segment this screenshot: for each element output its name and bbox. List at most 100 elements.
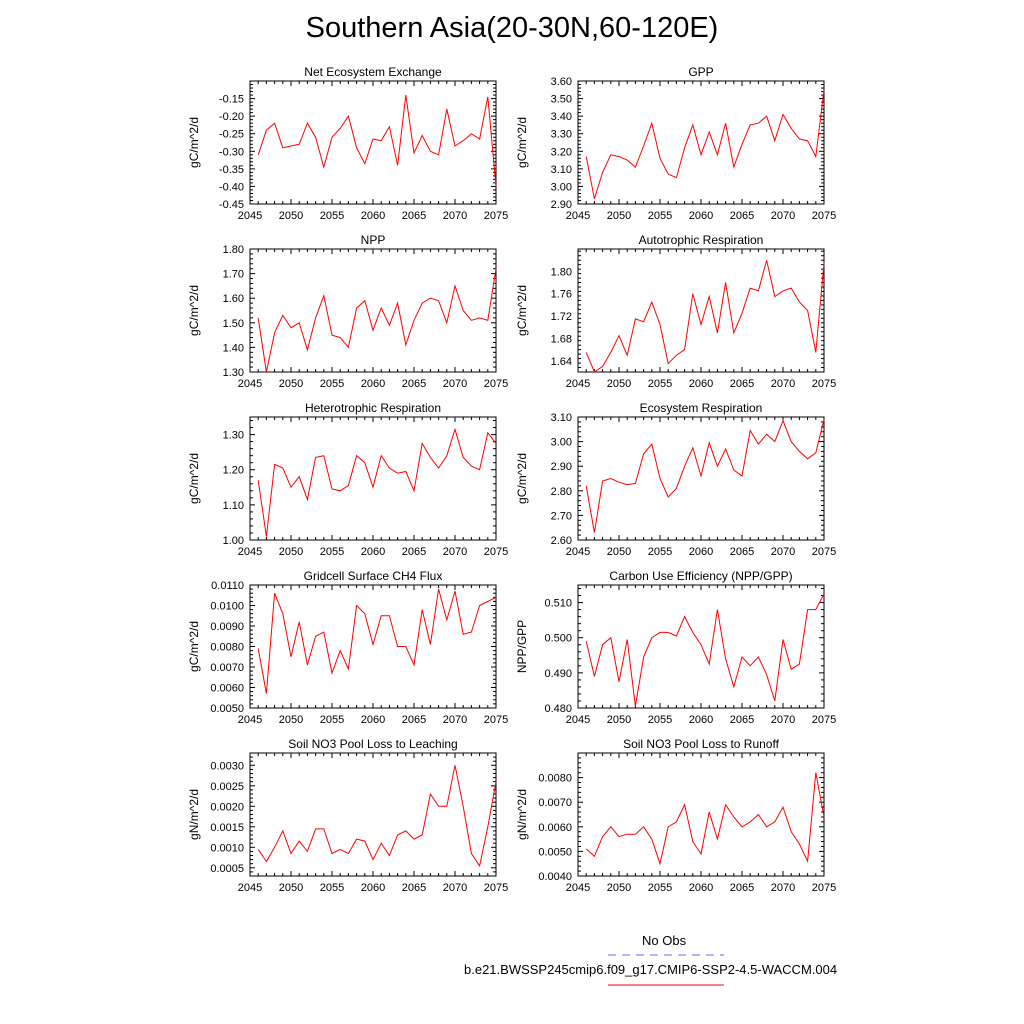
y-axis-label: gC/m^2/d bbox=[515, 285, 529, 336]
x-tick-label: 2055 bbox=[648, 546, 672, 558]
x-tick-label: 2060 bbox=[361, 714, 385, 726]
y-tick-label: 2.60 bbox=[551, 535, 572, 547]
y-tick-label: 3.50 bbox=[551, 94, 572, 106]
x-tick-label: 2055 bbox=[648, 378, 672, 390]
x-tick-label: 2055 bbox=[648, 210, 672, 222]
panel-title: Autotrophic Respiration bbox=[639, 233, 764, 247]
x-tick-label: 2050 bbox=[607, 378, 631, 390]
legend-obs-label: No Obs bbox=[642, 933, 687, 948]
y-tick-label: 0.0050 bbox=[538, 846, 572, 858]
x-tick-label: 2070 bbox=[771, 882, 795, 894]
x-tick-label: 2060 bbox=[361, 882, 385, 894]
y-tick-label: -0.30 bbox=[219, 146, 244, 158]
series-line bbox=[257, 588, 497, 694]
x-tick-label: 2050 bbox=[607, 210, 631, 222]
x-tick-label: 2050 bbox=[607, 546, 631, 558]
y-tick-label: 1.70 bbox=[223, 269, 244, 281]
y-tick-label: 0.0070 bbox=[538, 797, 572, 809]
x-tick-label: 2075 bbox=[812, 378, 836, 390]
series-line bbox=[585, 89, 825, 199]
plot-frame bbox=[577, 752, 825, 877]
y-tick-label: 0.510 bbox=[544, 598, 572, 610]
series-line bbox=[585, 593, 825, 707]
plot-frame bbox=[249, 584, 497, 709]
page-title: Southern Asia(20-30N,60-120E) bbox=[305, 12, 719, 44]
x-tick-label: 2050 bbox=[279, 546, 303, 558]
y-axis-label: gC/m^2/d bbox=[187, 621, 201, 672]
y-tick-label: 1.64 bbox=[551, 356, 572, 368]
y-axis-label: gC/m^2/d bbox=[515, 117, 529, 168]
series-line bbox=[585, 772, 825, 866]
x-tick-label: 2070 bbox=[443, 882, 467, 894]
y-tick-label: 0.0060 bbox=[538, 822, 572, 834]
y-tick-label: 0.0070 bbox=[210, 662, 244, 674]
x-tick-label: 2065 bbox=[730, 882, 754, 894]
y-tick-label: 0.0090 bbox=[210, 621, 244, 633]
x-tick-label: 2050 bbox=[279, 210, 303, 222]
x-tick-label: 2055 bbox=[648, 714, 672, 726]
panel-title: Ecosystem Respiration bbox=[640, 401, 763, 415]
y-tick-label: 0.0005 bbox=[210, 863, 244, 875]
series-line bbox=[257, 427, 497, 537]
y-tick-label: 0.480 bbox=[544, 703, 572, 715]
y-axis-label: NPP/GPP bbox=[515, 620, 529, 673]
x-tick-label: 2070 bbox=[771, 546, 795, 558]
panel-title: NPP bbox=[361, 233, 386, 247]
chart-panel: Carbon Use Efficiency (NPP/GPP) NPP/GPP 20… bbox=[515, 569, 836, 726]
y-axis-label: gC/m^2/d bbox=[187, 453, 201, 504]
y-tick-label: 0.0040 bbox=[538, 871, 572, 883]
x-tick-label: 2075 bbox=[484, 210, 508, 222]
panel-title: Gridcell Surface CH4 Flux bbox=[304, 569, 443, 583]
chart-panel: Net Ecosystem Exchange gC/m^2/d 2045 2050 20… bbox=[187, 65, 508, 222]
x-tick-label: 2055 bbox=[320, 378, 344, 390]
y-tick-label: 1.30 bbox=[223, 367, 244, 379]
y-tick-label: 1.80 bbox=[551, 266, 572, 278]
y-tick-label: 3.40 bbox=[551, 111, 572, 123]
x-tick-label: 2075 bbox=[812, 882, 836, 894]
x-tick-label: 2070 bbox=[771, 210, 795, 222]
x-tick-label: 2055 bbox=[320, 882, 344, 894]
y-tick-label: -0.15 bbox=[219, 94, 244, 106]
series-line bbox=[257, 95, 497, 187]
plot-frame bbox=[577, 416, 825, 541]
x-tick-label: 2050 bbox=[607, 714, 631, 726]
chart-panel: NPP gC/m^2/d 2045 2050 2055 2060 2065 2070 2075 1… bbox=[187, 233, 508, 390]
x-tick-label: 2045 bbox=[238, 210, 262, 222]
y-tick-label: 0.0080 bbox=[210, 642, 244, 654]
y-tick-label: 3.10 bbox=[551, 164, 572, 176]
y-tick-label: 3.20 bbox=[551, 146, 572, 158]
x-tick-label: 2070 bbox=[771, 378, 795, 390]
x-tick-label: 2045 bbox=[566, 210, 590, 222]
y-tick-label: 1.72 bbox=[551, 311, 572, 323]
plot-frame bbox=[577, 248, 825, 373]
y-tick-label: 1.50 bbox=[223, 318, 244, 330]
x-tick-label: 2075 bbox=[484, 882, 508, 894]
y-axis-label: gC/m^2/d bbox=[187, 285, 201, 336]
x-tick-label: 2050 bbox=[607, 882, 631, 894]
y-tick-label: -0.25 bbox=[219, 129, 244, 141]
series-line bbox=[257, 268, 497, 373]
plot-frame bbox=[577, 80, 825, 205]
x-tick-label: 2065 bbox=[402, 378, 426, 390]
x-tick-label: 2060 bbox=[689, 714, 713, 726]
y-axis-label: gC/m^2/d bbox=[187, 117, 201, 168]
panel-title: Soil NO3 Pool Loss to Runoff bbox=[623, 737, 780, 751]
y-tick-label: 2.70 bbox=[551, 510, 572, 522]
x-tick-label: 2070 bbox=[443, 714, 467, 726]
x-tick-label: 2060 bbox=[361, 378, 385, 390]
y-tick-label: -0.45 bbox=[219, 199, 244, 211]
x-tick-label: 2065 bbox=[730, 210, 754, 222]
chart-panel: Ecosystem Respiration gC/m^2/d 2045 2050 205… bbox=[515, 401, 836, 558]
series-line bbox=[585, 260, 825, 373]
y-axis-label: gN/m^2/d bbox=[515, 789, 529, 840]
x-tick-label: 2045 bbox=[566, 546, 590, 558]
legend-model-label: b.e21.BWSSP245cmip6.f09_g17.CMIP6-SSP2-4… bbox=[464, 962, 838, 977]
x-tick-label: 2045 bbox=[566, 882, 590, 894]
y-tick-label: 0.500 bbox=[544, 633, 572, 645]
x-tick-label: 2045 bbox=[238, 714, 262, 726]
x-tick-label: 2065 bbox=[730, 546, 754, 558]
x-tick-label: 2045 bbox=[566, 378, 590, 390]
chart-panel: GPP gC/m^2/d 2045 2050 2055 2060 2065 2070 2075 2… bbox=[515, 65, 836, 222]
series-line bbox=[585, 419, 825, 533]
y-tick-label: 3.00 bbox=[551, 181, 572, 193]
